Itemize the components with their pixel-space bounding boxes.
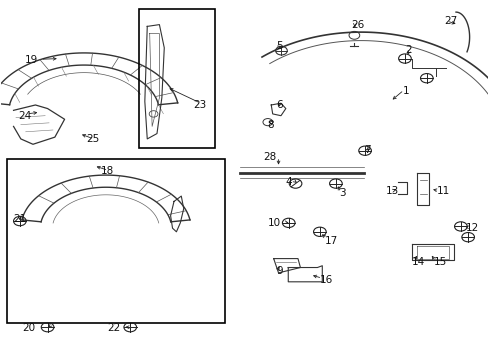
Text: 23: 23 [193, 100, 206, 110]
Text: 24: 24 [19, 111, 32, 121]
Text: 17: 17 [324, 236, 337, 246]
Text: 22: 22 [107, 323, 120, 333]
Text: 12: 12 [465, 223, 478, 233]
Text: 6: 6 [276, 100, 282, 110]
Text: 27: 27 [443, 16, 456, 26]
Bar [138, 9, 215, 148]
Text: 10: 10 [267, 218, 281, 228]
Text: 2: 2 [404, 45, 411, 55]
Text: 18: 18 [101, 166, 114, 176]
Text: 5: 5 [276, 41, 282, 51]
Text: 14: 14 [411, 257, 425, 267]
Text: 13: 13 [385, 186, 398, 196]
Bar [7, 158, 224, 323]
Text: 15: 15 [433, 257, 447, 267]
Text: 25: 25 [86, 134, 100, 144]
Text: 20: 20 [22, 323, 35, 333]
Text: 19: 19 [24, 55, 38, 65]
Text: 8: 8 [267, 120, 273, 130]
Text: 3: 3 [339, 188, 345, 198]
Text: 28: 28 [263, 152, 276, 162]
Text: 11: 11 [436, 186, 449, 196]
Text: 4: 4 [285, 177, 291, 187]
Text: 21: 21 [14, 214, 27, 224]
Text: 7: 7 [363, 145, 369, 155]
Text: 26: 26 [351, 19, 364, 30]
Text: 16: 16 [319, 275, 332, 285]
Text: 9: 9 [276, 266, 282, 276]
Text: 1: 1 [402, 86, 408, 96]
